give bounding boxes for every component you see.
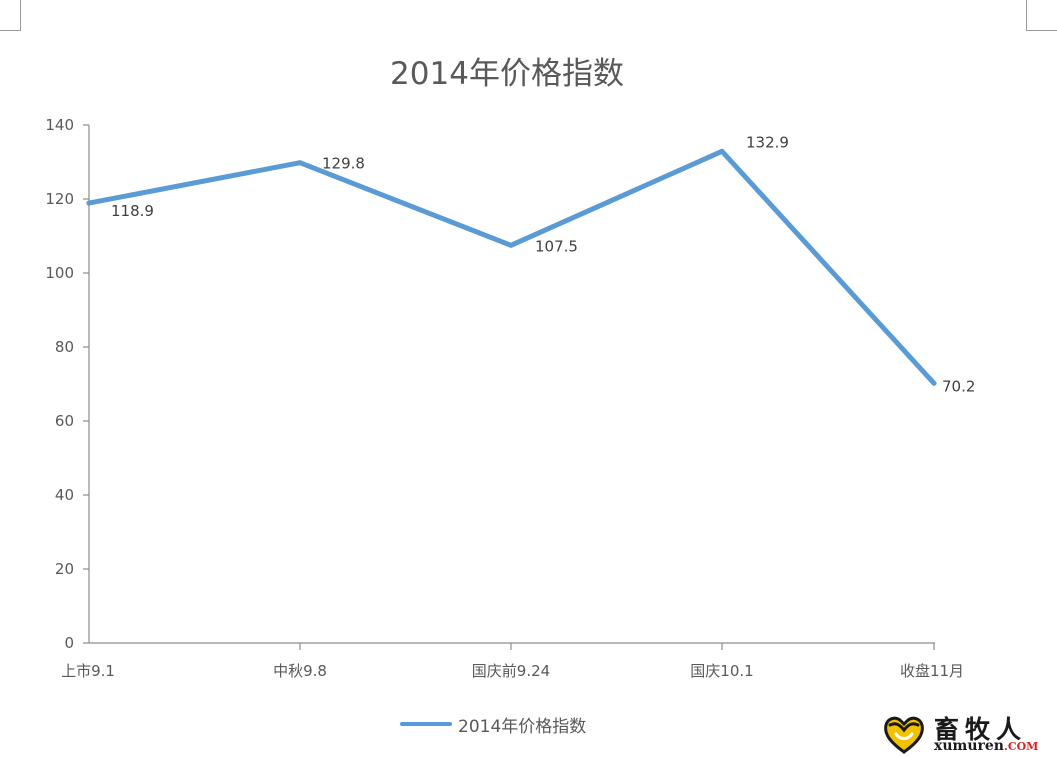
data-labels: 118.9 129.8 107.5 132.9 70.2 xyxy=(111,133,975,395)
x-tick-label: 收盘11月 xyxy=(900,662,964,680)
data-point xyxy=(297,160,303,166)
chart-title: 2014年价格指数 xyxy=(390,56,624,92)
crop-mark-top-right xyxy=(1026,0,1057,31)
x-tick-label: 国庆10.1 xyxy=(690,662,753,680)
data-point xyxy=(86,200,92,206)
data-point xyxy=(508,242,514,248)
watermark-site: xumuren.COM xyxy=(934,738,1038,754)
data-label: 129.8 xyxy=(322,155,365,173)
data-label: 70.2 xyxy=(942,377,975,395)
watermark: 畜牧人 xumuren.COM xyxy=(882,712,1050,756)
legend-label: 2014年价格指数 xyxy=(458,716,587,737)
data-label: 118.9 xyxy=(111,202,154,220)
watermark-name: 畜牧人 xyxy=(934,715,1028,744)
y-tick-label: 100 xyxy=(45,264,74,282)
watermark-site-domain: xumuren xyxy=(934,738,1004,754)
heart-leaf-logo-icon xyxy=(884,716,924,754)
series-line xyxy=(86,148,937,386)
y-tick-label: 60 xyxy=(55,412,74,430)
chart-axes xyxy=(88,125,935,644)
legend-swatch xyxy=(400,722,452,726)
y-tick-label: 140 xyxy=(45,116,74,134)
watermark-site-tld: .COM xyxy=(1003,740,1039,753)
x-tick-label: 中秋9.8 xyxy=(273,662,327,680)
y-tick-label: 40 xyxy=(55,486,74,504)
x-axis-ticks: 上市9.1 中秋9.8 国庆前9.24 国庆10.1 收盘11月 xyxy=(61,643,964,680)
y-tick-label: 0 xyxy=(64,634,74,652)
y-tick-label: 120 xyxy=(45,190,74,208)
data-label: 107.5 xyxy=(535,237,578,255)
chart-legend: 2014年价格指数 xyxy=(400,709,586,739)
series-group xyxy=(86,148,937,386)
y-axis-ticks: 0 20 40 60 80 100 120 140 xyxy=(45,116,89,652)
data-point xyxy=(931,380,937,386)
x-tick-label: 国庆前9.24 xyxy=(472,662,550,680)
data-point xyxy=(719,148,725,154)
crop-mark-top-left xyxy=(0,0,21,31)
x-tick-label: 上市9.1 xyxy=(61,662,115,680)
y-tick-label: 80 xyxy=(55,338,74,356)
y-tick-label: 20 xyxy=(55,560,74,578)
data-label: 132.9 xyxy=(746,133,789,151)
